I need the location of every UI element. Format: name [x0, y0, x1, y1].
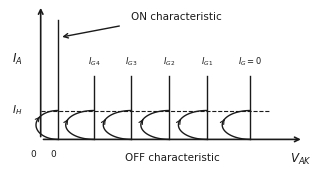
- Text: $I_{G2}$: $I_{G2}$: [163, 55, 175, 68]
- Text: $I_H$: $I_H$: [12, 104, 22, 117]
- Text: 0: 0: [30, 150, 36, 159]
- Text: ON characteristic: ON characteristic: [131, 12, 222, 22]
- Text: $I_{G3}$: $I_{G3}$: [125, 55, 138, 68]
- Text: $I_{G1}$: $I_{G1}$: [201, 55, 213, 68]
- Text: $I_A$: $I_A$: [12, 52, 23, 67]
- Text: $I_{G4}$: $I_{G4}$: [88, 55, 100, 68]
- Text: 0: 0: [50, 150, 56, 159]
- Text: OFF characteristic: OFF characteristic: [125, 153, 219, 163]
- Text: $I_G=0$: $I_G=0$: [238, 55, 263, 68]
- Text: $V_{AK}$: $V_{AK}$: [290, 152, 311, 167]
